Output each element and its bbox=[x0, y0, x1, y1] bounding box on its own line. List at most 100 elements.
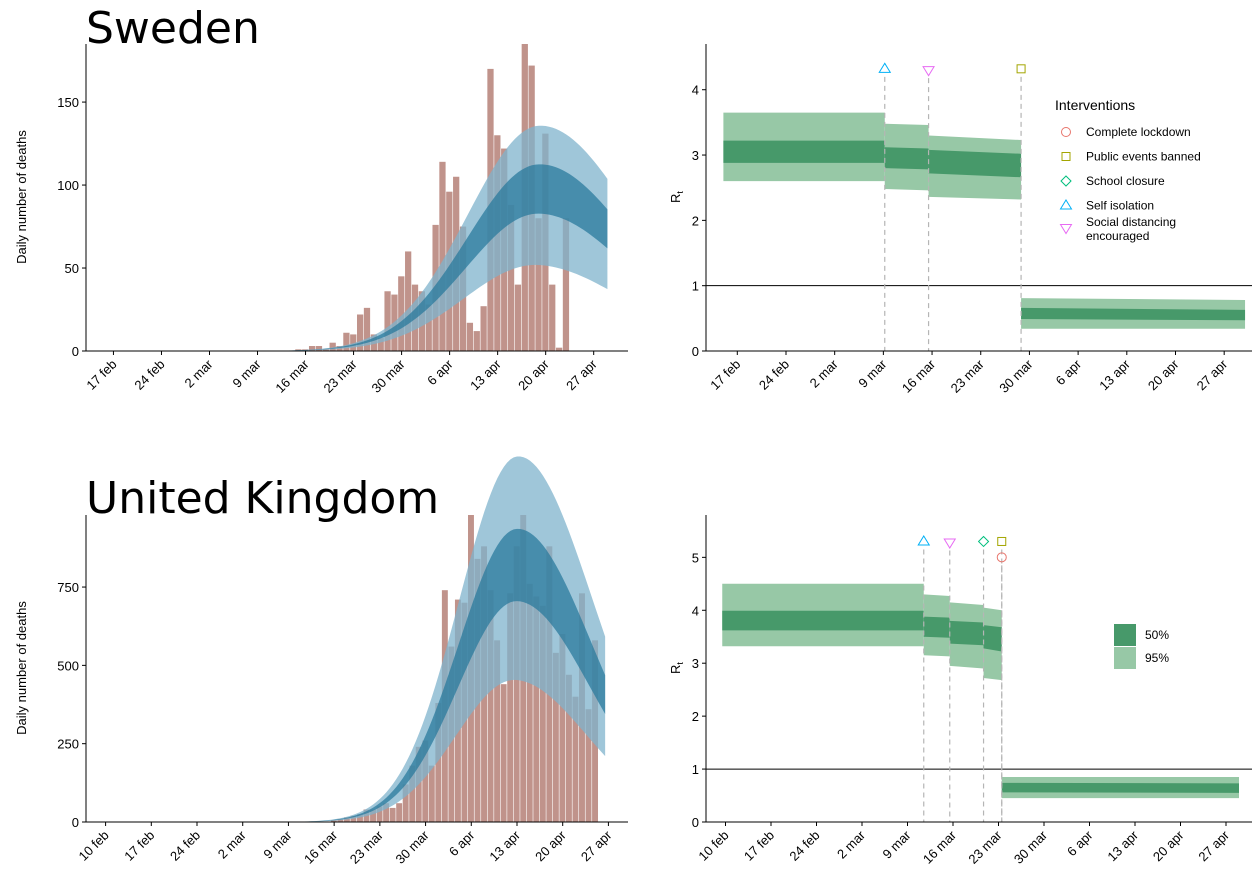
legend-marker-distancing bbox=[1059, 224, 1073, 235]
uk-rt-xtick-label: 30 mar bbox=[1011, 827, 1051, 867]
uk-rt-xtick-label: 27 apr bbox=[1195, 827, 1232, 864]
uk-deaths-bar bbox=[330, 820, 337, 822]
sweden-deaths-bar bbox=[535, 218, 542, 351]
sweden-deaths-ylabel: Daily number of deaths bbox=[14, 130, 29, 264]
sweden-rt-marker-distancing bbox=[922, 66, 935, 77]
sweden-deaths-bar bbox=[308, 346, 316, 351]
uk-deaths-xtick-label: 24 feb bbox=[167, 828, 203, 864]
sweden-deaths-bar bbox=[473, 331, 480, 351]
uk-rt-marker-events bbox=[997, 536, 1007, 546]
uk-deaths-bar bbox=[435, 702, 442, 822]
sweden-deaths-xtick-label: 9 mar bbox=[230, 356, 265, 391]
legend-marker-events bbox=[1061, 152, 1071, 161]
ci-legend-label: 95% bbox=[1145, 651, 1169, 665]
sweden-rt-ytick-label: 4 bbox=[692, 83, 699, 98]
uk-deaths-bar bbox=[559, 634, 566, 822]
sweden-deaths-bar bbox=[439, 161, 446, 351]
uk-deaths-xtick-label: 6 apr bbox=[446, 827, 478, 859]
uk-rt-marker-distancing bbox=[943, 538, 957, 549]
uk-rt-ytick-label: 1 bbox=[692, 762, 699, 777]
sweden-deaths-bar bbox=[425, 304, 432, 351]
uk-rt-xtick-label: 24 feb bbox=[786, 828, 822, 864]
uk-deaths-ytick-label: 250 bbox=[57, 737, 79, 752]
sweden-rt-xtick-label: 20 apr bbox=[1145, 356, 1182, 393]
uk-rt-marker-lockdown bbox=[996, 552, 1007, 563]
uk-rt-xtick-label: 2 mar bbox=[834, 827, 869, 862]
sweden-deaths-bar bbox=[398, 276, 405, 351]
uk-deaths-bar bbox=[533, 596, 540, 822]
sweden-deaths-bar bbox=[343, 332, 350, 351]
uk-rt-ytick-label: 0 bbox=[692, 815, 699, 830]
uk-deaths-bar bbox=[415, 746, 422, 822]
legend-label-distancing: Social distancing bbox=[1086, 215, 1176, 229]
sweden-deaths-bar bbox=[562, 218, 570, 351]
uk-deaths-bar bbox=[357, 814, 363, 822]
uk-deaths-bar bbox=[383, 803, 390, 822]
uk-deaths-xtick-label: 23 mar bbox=[347, 827, 387, 867]
uk-deaths-bar bbox=[389, 807, 396, 822]
sweden-rt-xtick-label: 13 apr bbox=[1096, 356, 1133, 393]
uk-title: United Kingdom bbox=[86, 473, 439, 524]
sweden-deaths-bar bbox=[363, 307, 371, 351]
ci-legend: 50% 95% bbox=[1114, 624, 1169, 669]
uk-deaths-bar bbox=[487, 590, 494, 822]
uk-deaths-bar bbox=[428, 765, 435, 822]
legend-marker-lockdown bbox=[1061, 127, 1071, 137]
sweden-deaths-ytick-label: 100 bbox=[57, 178, 79, 193]
sweden-deaths-panel: Sweden Daily number of deaths 0 50 100 150 1… bbox=[14, 3, 628, 396]
legend-label-self: Self isolation bbox=[1086, 199, 1154, 213]
sweden-rt-ytick-label: 0 bbox=[692, 344, 699, 359]
uk-rt-xtick-label: 17 feb bbox=[741, 828, 777, 864]
sweden-deaths-xtick-label: 6 apr bbox=[424, 356, 456, 388]
sweden-rt-ci50-segment bbox=[928, 149, 1022, 178]
uk-rt-marker-self bbox=[917, 535, 931, 546]
sweden-deaths-bar bbox=[466, 322, 474, 351]
uk-rt-ytick-label: 4 bbox=[692, 603, 699, 618]
uk-deaths-bar bbox=[376, 806, 383, 822]
sweden-deaths-xtick-label: 2 mar bbox=[182, 356, 217, 391]
uk-deaths-ytick-label: 750 bbox=[57, 580, 79, 595]
sweden-deaths-xtick-label: 17 feb bbox=[83, 357, 119, 393]
sweden-rt-ci50-segment bbox=[723, 140, 885, 163]
uk-deaths-ytick-label: 0 bbox=[72, 815, 79, 830]
sweden-deaths-bar bbox=[549, 284, 556, 351]
uk-rt-ci50-segment bbox=[983, 625, 1002, 652]
ci-legend-swatch bbox=[1114, 624, 1136, 646]
sweden-rt-xtick-label: 30 mar bbox=[996, 356, 1036, 396]
sweden-deaths-bar bbox=[384, 291, 391, 351]
sweden-deaths-ci50-band bbox=[209, 164, 608, 351]
legend-label-distancing-line2: encouraged bbox=[1086, 229, 1149, 243]
uk-deaths-bar bbox=[572, 696, 579, 822]
uk-rt-ci50-segment bbox=[1001, 782, 1239, 793]
uk-deaths-bar bbox=[507, 593, 514, 822]
legend-label-events: Public events banned bbox=[1086, 150, 1201, 164]
sweden-deaths-ytick-label: 50 bbox=[65, 261, 79, 276]
uk-deaths-xtick-label: 20 apr bbox=[532, 827, 569, 864]
sweden-rt-xtick-label: 16 mar bbox=[899, 356, 939, 396]
uk-deaths-xtick-label: 27 apr bbox=[578, 827, 615, 864]
sweden-deaths-xtick-label: 20 apr bbox=[515, 356, 552, 393]
uk-deaths-xtick-label: 9 mar bbox=[260, 827, 295, 862]
uk-deaths-bar bbox=[337, 818, 344, 822]
uk-rt-xtick-label: 9 mar bbox=[880, 827, 915, 862]
uk-deaths-bar bbox=[526, 583, 533, 822]
uk-deaths-bar bbox=[513, 546, 520, 822]
uk-rt-xtick-label: 20 apr bbox=[1150, 827, 1187, 864]
uk-deaths-panel: United Kingdom Daily number of deaths 0 2… bbox=[14, 456, 628, 867]
uk-deaths-bar bbox=[494, 640, 501, 822]
ci-legend-swatch bbox=[1114, 647, 1136, 669]
sweden-deaths-bar bbox=[322, 349, 329, 351]
sweden-rt-marker-self bbox=[878, 62, 892, 73]
sweden-rt-xtick-label: 27 apr bbox=[1194, 356, 1231, 393]
legend-marker-school bbox=[1060, 175, 1072, 187]
uk-deaths-bar bbox=[409, 765, 416, 822]
sweden-rt-xtick-label: 23 mar bbox=[948, 356, 988, 396]
uk-deaths-bar bbox=[350, 815, 357, 822]
uk-rt-ytick-label: 5 bbox=[692, 550, 699, 565]
uk-deaths-bar bbox=[539, 605, 546, 822]
sweden-rt-xtick-label: 2 mar bbox=[807, 356, 842, 391]
sweden-rt-ci50-segment bbox=[1021, 307, 1246, 321]
uk-rt-xtick-label: 6 apr bbox=[1064, 827, 1096, 859]
interventions-legend: Interventions Complete lockdown Public ev… bbox=[1055, 97, 1201, 243]
